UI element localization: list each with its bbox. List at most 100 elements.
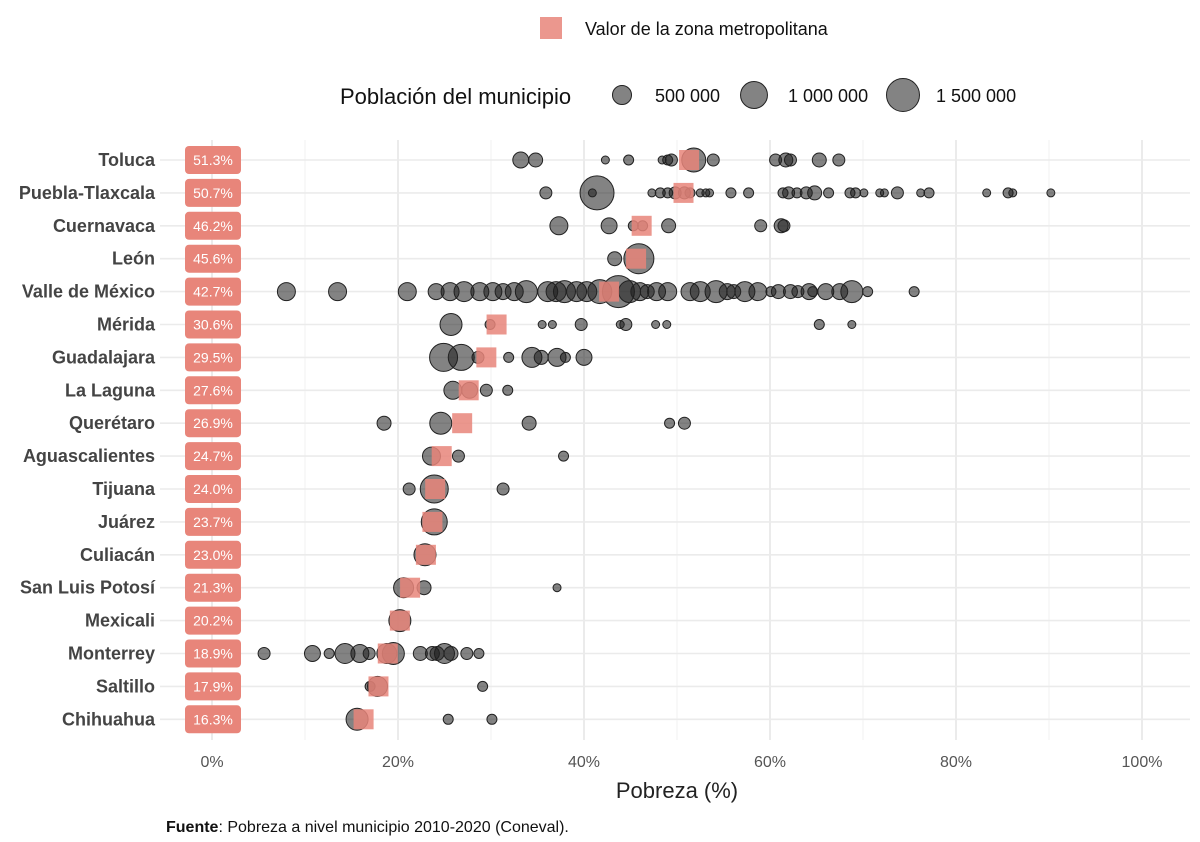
municipio-point — [460, 647, 474, 660]
municipio-point — [559, 351, 571, 363]
municipio-point — [754, 219, 768, 233]
metro-value-label: 29.5% — [193, 349, 233, 365]
row-label: Puebla-Tlaxcala — [19, 183, 156, 203]
legend-size-title: Población del municipio — [340, 84, 571, 109]
municipio-point — [539, 186, 553, 200]
row-puebla-tlaxcala: Puebla-Tlaxcala 50.7% — [19, 175, 1190, 211]
municipio-point — [647, 188, 657, 198]
row-label: Mexicali — [85, 611, 155, 631]
row-m-rida: Mérida 30.6% — [97, 310, 1190, 339]
municipio-point — [823, 187, 835, 199]
municipio-point — [680, 282, 700, 302]
municipio-point — [477, 680, 489, 692]
municipio-point — [537, 320, 547, 329]
legend-metro-square — [540, 17, 562, 39]
metro-value-square — [631, 215, 652, 236]
municipio-point — [623, 154, 635, 166]
municipio-point — [587, 188, 597, 198]
row-label: La Laguna — [65, 380, 156, 400]
metro-value-square — [377, 643, 398, 664]
row-label: Monterrey — [68, 644, 155, 664]
metro-value-badge — [185, 244, 241, 273]
metro-value-badge — [185, 573, 241, 602]
legend-metro: Valor de la zona metropolitana — [540, 17, 829, 39]
row-aguascalientes: Aguascalientes 24.7% — [23, 442, 1190, 471]
metro-value-label: 42.7% — [193, 284, 233, 300]
metro-value-label: 50.7% — [193, 185, 233, 201]
municipio-point — [443, 645, 459, 662]
municipio-point — [528, 152, 544, 168]
municipio-point — [574, 318, 588, 331]
municipio-point — [600, 155, 610, 165]
municipio-point — [916, 188, 926, 198]
municipio-point — [726, 284, 742, 300]
metro-value-badge — [185, 606, 241, 635]
municipio-point — [607, 251, 623, 267]
metro-value-badge — [185, 178, 241, 207]
row-ju-rez: Juárez 23.7% — [98, 507, 1190, 536]
municipio-point — [439, 312, 463, 337]
metro-value-square — [400, 577, 421, 598]
metro-value-square — [679, 150, 700, 170]
row-cuernavaca: Cuernavaca 46.2% — [53, 211, 1190, 240]
x-axis-ticks: 0% 20% 40% 60% 80% 100% — [200, 754, 1162, 771]
row-toluca: Toluca 51.3% — [98, 146, 1190, 174]
metro-value-badge — [185, 705, 241, 734]
municipio-point — [765, 286, 777, 298]
municipio-point — [479, 383, 493, 397]
row-label: León — [112, 249, 155, 269]
municipio-point — [473, 647, 485, 660]
municipio-point — [639, 284, 655, 300]
metro-value-label: 21.3% — [193, 580, 233, 596]
metro-value-badge — [185, 211, 241, 240]
x-tick-label: 20% — [382, 754, 414, 771]
municipio-point — [847, 320, 857, 329]
row-san-luis-potos-: San Luis Potosí 21.3% — [20, 573, 1190, 602]
municipio-point — [402, 482, 416, 496]
municipio-point — [832, 153, 846, 167]
municipio-point — [257, 647, 271, 660]
source-note: Fuente: Pobreza a nivel municipio 2010-2… — [166, 819, 569, 836]
x-tick-label: 60% — [754, 754, 786, 771]
x-tick-label: 100% — [1122, 754, 1163, 771]
municipio-point — [576, 281, 598, 303]
municipio-point — [748, 282, 768, 302]
municipio-point — [545, 281, 567, 303]
municipio-point — [850, 187, 862, 199]
municipio-point — [427, 283, 445, 301]
row-label: Valle de México — [22, 282, 155, 302]
legend-size: Población del municipio 500 000 1 000 000… — [340, 78, 1016, 112]
metro-value-label: 18.9% — [193, 646, 233, 662]
row-quer-taro: Querétaro 26.9% — [69, 409, 1190, 438]
municipio-point — [661, 218, 677, 234]
metro-value-label: 23.7% — [193, 514, 233, 530]
legend-size-circle — [886, 78, 920, 112]
municipio-point — [890, 186, 904, 200]
metro-value-badge — [185, 409, 241, 438]
row-label: Cuernavaca — [53, 216, 156, 236]
municipio-point — [376, 415, 392, 431]
row-label: Saltillo — [96, 676, 155, 696]
metro-value-badge — [185, 442, 241, 471]
municipio-point — [615, 320, 625, 329]
municipio-point — [662, 320, 672, 329]
metro-value-badge — [185, 310, 241, 339]
row-guadalajara: Guadalajara 29.5% — [52, 342, 1190, 372]
municipio-point — [447, 343, 475, 371]
municipio-point — [807, 286, 819, 298]
municipio-point — [777, 219, 791, 233]
municipio-point — [908, 286, 920, 298]
row-label: Toluca — [98, 150, 156, 170]
municipio-point — [859, 188, 869, 198]
municipio-point — [303, 645, 321, 662]
municipio-point — [323, 647, 335, 660]
municipio-point — [813, 318, 825, 331]
grid — [211, 140, 1143, 740]
metro-value-square — [415, 544, 436, 565]
municipio-point — [579, 175, 615, 211]
row-label: Querétaro — [69, 413, 155, 433]
municipio-point — [879, 188, 889, 198]
municipio-point — [547, 320, 557, 329]
municipio-point — [397, 282, 417, 302]
